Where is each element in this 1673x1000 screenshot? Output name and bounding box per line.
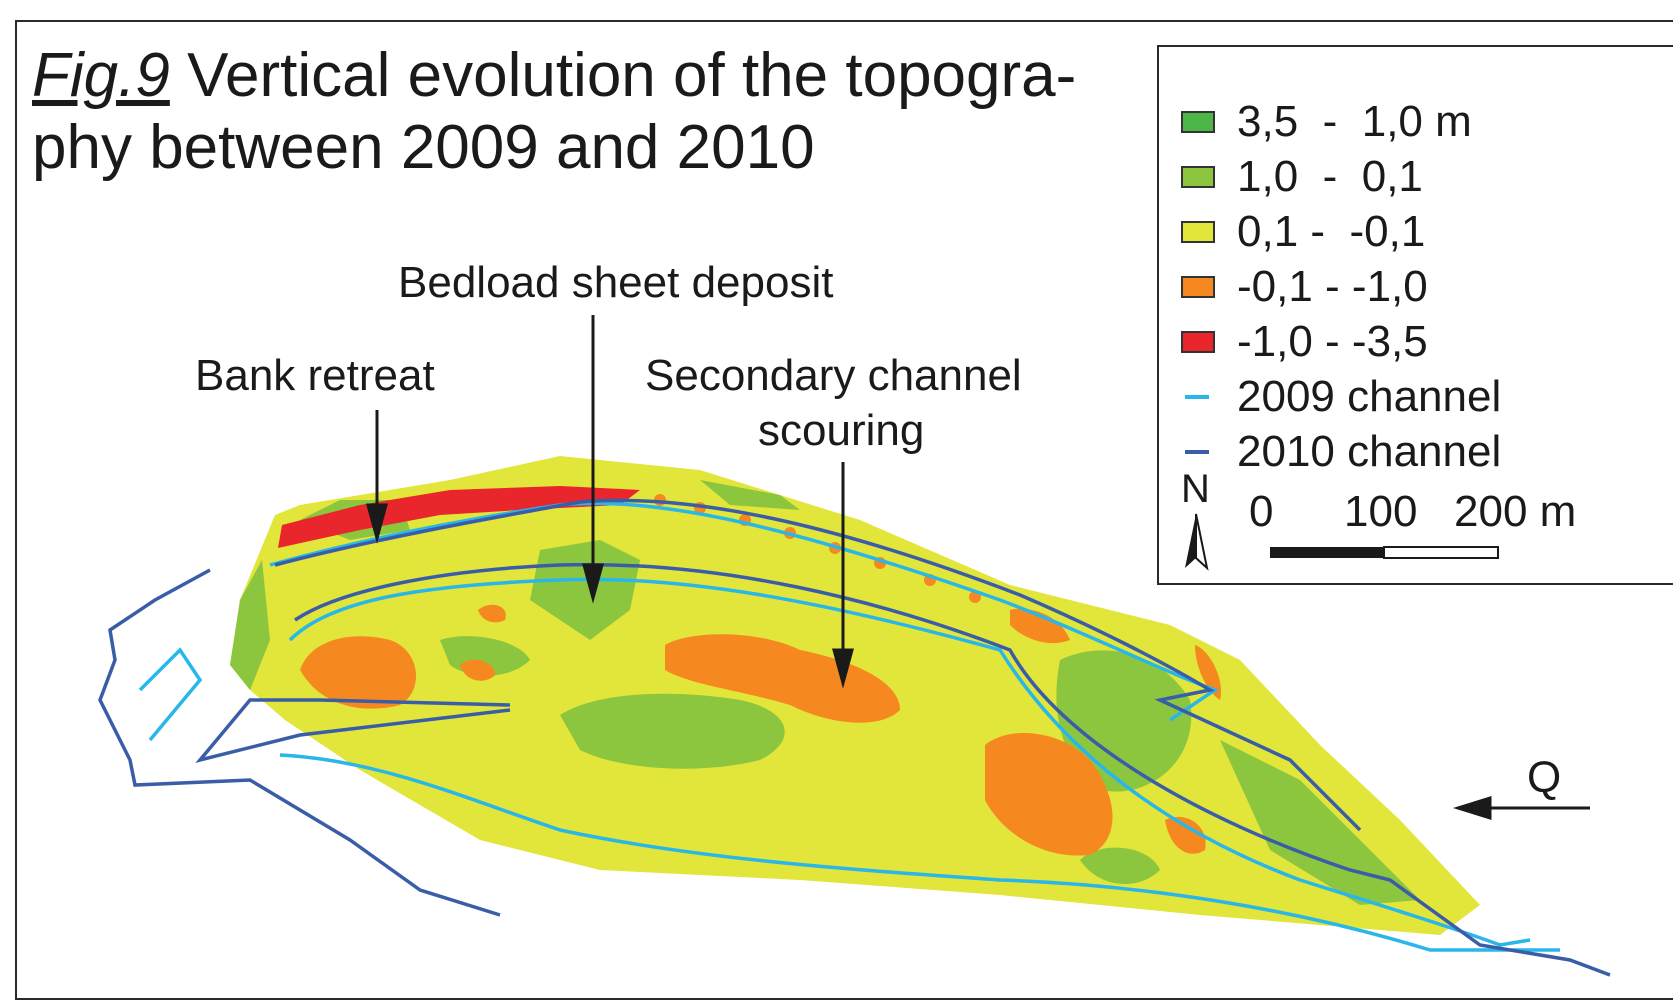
- scour-patch-north-spot: [478, 604, 506, 623]
- deposition-patch-center: [560, 693, 785, 769]
- legend-label: 1,0 - 0,1: [1237, 152, 1423, 201]
- legend-item: -0,1 - -1,0: [1181, 262, 1428, 312]
- scour-patch-west: [300, 636, 417, 709]
- figure-title: Fig.9 Vertical evolution of the topogra-…: [32, 40, 1076, 184]
- legend-line: [1185, 450, 1209, 454]
- deposition-patch-southeast: [1220, 740, 1420, 905]
- scour-patch-bank-east: [1010, 608, 1070, 644]
- figure-number: Fig.9: [32, 41, 170, 110]
- bedload-arrow-head: [582, 563, 604, 604]
- legend-item: 1,0 - 0,1: [1181, 152, 1423, 202]
- north-label: N: [1181, 467, 1210, 511]
- title-line2: phy between 2009 and 2010: [32, 113, 815, 182]
- deposition-patch-south: [1080, 847, 1160, 884]
- legend-item: 2010 channel: [1181, 427, 1501, 477]
- label-bedload-sheet: Bedload sheet deposit: [398, 258, 834, 307]
- legend-label: -0,1 - -1,0: [1237, 262, 1428, 311]
- north-arrow-icon: [1185, 513, 1209, 571]
- legend-label: 2009 channel: [1237, 372, 1502, 421]
- legend-item: -1,0 - -3,5: [1181, 317, 1428, 367]
- bank-retreat-arrow-head: [366, 503, 388, 544]
- label-scouring: scouring: [758, 406, 925, 455]
- legend-item: 0,1 - -0,1: [1181, 207, 1425, 257]
- bank-retreat-strip: [278, 486, 640, 548]
- scour-patch-small: [460, 659, 495, 681]
- legend-swatch: [1181, 221, 1215, 243]
- scour-patch-east: [985, 733, 1113, 856]
- title-line1: Vertical evolution of the topogra-: [169, 41, 1077, 110]
- legend-swatch: [1181, 111, 1215, 133]
- scour-patch-southeast: [1165, 816, 1206, 854]
- legend-line: [1185, 395, 1209, 399]
- deposition-patch-north-mid: [700, 480, 800, 510]
- label-secondary-channel: Secondary channel: [645, 351, 1022, 400]
- flow-arrow-head: [1452, 795, 1492, 821]
- scale-tick-0: 0: [1249, 487, 1274, 536]
- legend-label: -1,0 - -3,5: [1237, 317, 1428, 366]
- scour-patch-secondary: [665, 634, 900, 723]
- legend-label: 0,1 - -0,1: [1237, 207, 1426, 256]
- scale-tick-100: 100: [1344, 487, 1418, 536]
- label-flow-q: Q: [1527, 753, 1562, 802]
- legend-label: 2010 channel: [1237, 427, 1502, 476]
- scale-tick-200: 200 m: [1454, 487, 1577, 536]
- legend-swatch: [1181, 331, 1215, 353]
- map-legend: 3,5 - 1,0 m 1,0 - 0,1 0,1 - -0,1 -0,1 - …: [1157, 45, 1673, 585]
- scale-bar: [1270, 546, 1499, 559]
- label-bank-retreat: Bank retreat: [195, 351, 435, 400]
- channel-2009-outline: [138, 501, 1560, 952]
- scouring-arrow-head: [832, 648, 854, 689]
- legend-swatch: [1181, 276, 1215, 298]
- channel-2010-outline: [98, 498, 1611, 977]
- scour-patch-far-east: [1195, 645, 1221, 700]
- legend-item: 2009 channel: [1181, 372, 1501, 422]
- deposition-patch-left-edge: [230, 560, 270, 690]
- legend-label: 3,5 - 1,0 m: [1237, 97, 1472, 146]
- legend-swatch: [1181, 166, 1215, 188]
- legend-item: 3,5 - 1,0 m: [1181, 97, 1472, 147]
